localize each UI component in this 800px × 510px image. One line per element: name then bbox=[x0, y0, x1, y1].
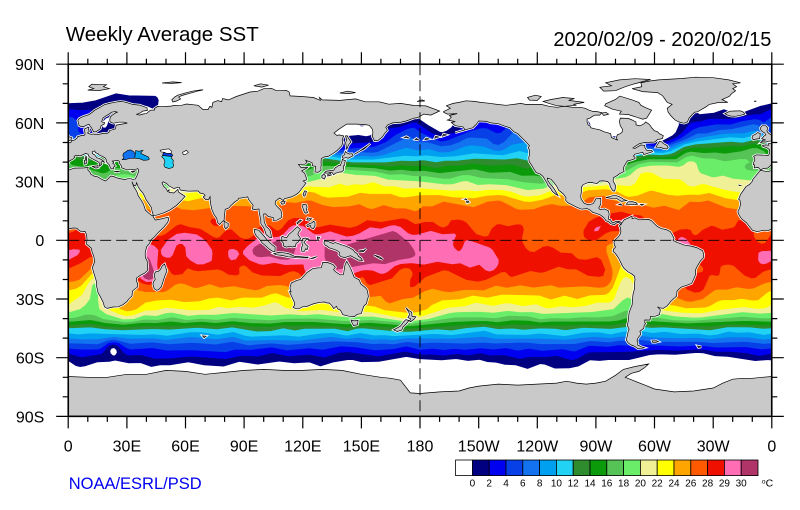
svg-text:30W: 30W bbox=[697, 438, 731, 455]
svg-text:0: 0 bbox=[470, 479, 476, 490]
svg-text:30N: 30N bbox=[15, 175, 44, 192]
svg-text:14: 14 bbox=[584, 479, 596, 490]
svg-text:12: 12 bbox=[568, 479, 580, 490]
svg-text:60E: 60E bbox=[171, 438, 199, 455]
svg-text:oC: oC bbox=[762, 478, 774, 490]
svg-text:30S: 30S bbox=[16, 292, 44, 309]
svg-text:60W: 60W bbox=[638, 438, 672, 455]
svg-text:NOAA/ESRL/PSD: NOAA/ESRL/PSD bbox=[69, 475, 202, 493]
svg-text:26: 26 bbox=[685, 479, 697, 490]
svg-text:0: 0 bbox=[767, 438, 776, 455]
svg-text:60N: 60N bbox=[15, 116, 44, 133]
svg-text:0: 0 bbox=[35, 233, 44, 250]
svg-text:0: 0 bbox=[64, 438, 73, 455]
svg-text:18: 18 bbox=[618, 479, 630, 490]
svg-text:30: 30 bbox=[736, 479, 748, 490]
svg-text:Weekly Average SST: Weekly Average SST bbox=[66, 23, 259, 46]
svg-text:90S: 90S bbox=[16, 409, 44, 426]
svg-text:8: 8 bbox=[537, 479, 543, 490]
svg-text:22: 22 bbox=[652, 479, 664, 490]
svg-text:16: 16 bbox=[601, 479, 613, 490]
svg-text:24: 24 bbox=[668, 479, 680, 490]
svg-text:150E: 150E bbox=[343, 438, 380, 455]
svg-text:20: 20 bbox=[635, 479, 647, 490]
svg-text:90N: 90N bbox=[15, 57, 44, 74]
svg-text:29: 29 bbox=[719, 479, 731, 490]
svg-text:6: 6 bbox=[520, 479, 526, 490]
svg-text:150W: 150W bbox=[458, 438, 501, 455]
svg-text:90E: 90E bbox=[230, 438, 258, 455]
svg-text:180: 180 bbox=[407, 438, 434, 455]
svg-text:28: 28 bbox=[702, 479, 714, 490]
svg-text:2020/02/09 - 2020/02/15: 2020/02/09 - 2020/02/15 bbox=[553, 29, 771, 51]
svg-text:120W: 120W bbox=[516, 438, 559, 455]
svg-text:90W: 90W bbox=[579, 438, 613, 455]
svg-text:30E: 30E bbox=[113, 438, 141, 455]
svg-text:2: 2 bbox=[486, 479, 492, 490]
svg-text:120E: 120E bbox=[284, 438, 321, 455]
svg-text:4: 4 bbox=[503, 479, 509, 490]
svg-text:60S: 60S bbox=[16, 351, 44, 368]
svg-text:10: 10 bbox=[551, 479, 563, 490]
